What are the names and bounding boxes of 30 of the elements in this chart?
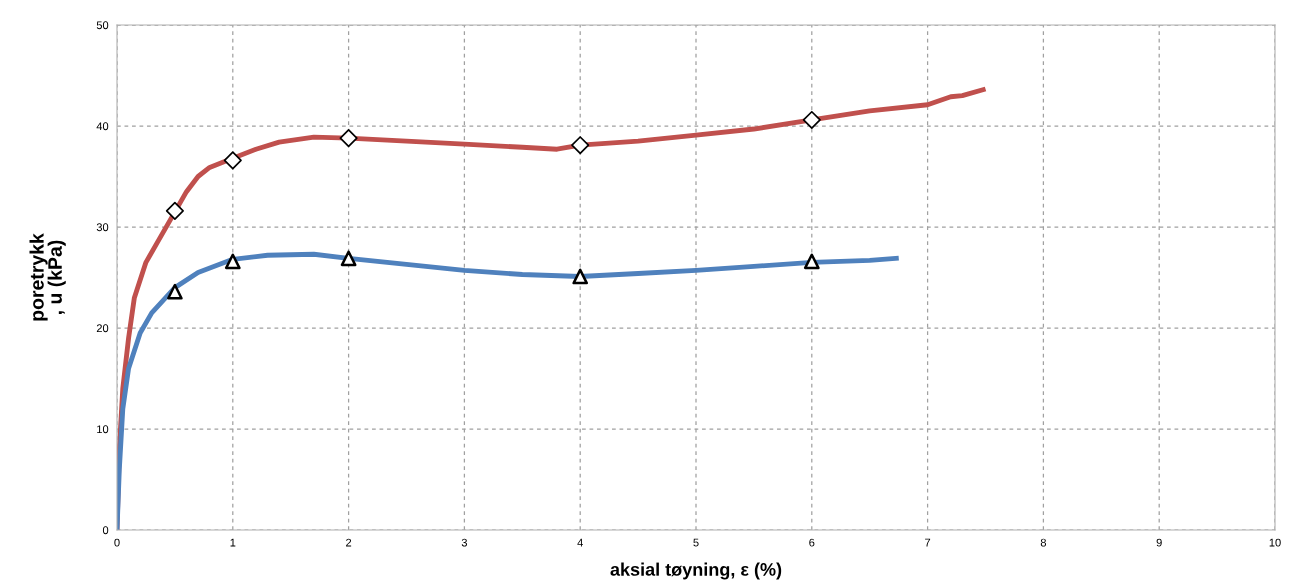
point — [339, 129, 358, 148]
point — [165, 201, 184, 220]
x-tick-label: 2 — [346, 538, 352, 547]
x-tick-label: 0 — [114, 538, 120, 547]
x-tick-label: 5 — [693, 538, 699, 547]
point — [167, 283, 183, 300]
point — [223, 151, 242, 170]
x-tick-label: 10 — [1269, 538, 1281, 547]
x-tick-label: 6 — [809, 538, 815, 547]
x-tick-label: 9 — [1156, 538, 1162, 547]
point — [802, 110, 821, 129]
point — [340, 250, 357, 267]
point — [224, 253, 241, 270]
y-tick-label: 50 — [96, 21, 109, 30]
x-tick-label: 4 — [577, 538, 583, 547]
point — [572, 268, 589, 285]
x-tick-label: 1 — [230, 538, 236, 547]
point — [803, 253, 820, 270]
y-tick-label: 30 — [96, 223, 109, 232]
y-tick-label: 0 — [102, 526, 109, 535]
line-series — [117, 251, 899, 530]
y-tick-label: 40 — [96, 122, 109, 131]
y-axis-title: poretrykk , u (kPa) — [29, 233, 66, 321]
x-tick-label: 7 — [925, 538, 931, 547]
y-tick-label: 10 — [97, 425, 109, 434]
y-tick-label: 20 — [96, 324, 109, 333]
point — [571, 136, 590, 155]
x-axis-title: aksial tøyning, ε (%) — [610, 562, 782, 580]
x-tick-label: 8 — [1040, 538, 1047, 547]
x-tick-label: 3 — [461, 538, 467, 547]
